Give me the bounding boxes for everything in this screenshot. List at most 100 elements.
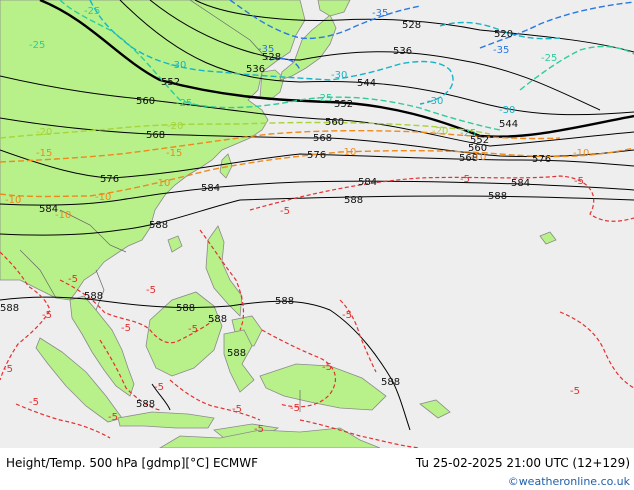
temperature-label: -25 xyxy=(316,93,332,104)
temperature-label: -15 xyxy=(166,148,182,159)
temperature-label: -10 xyxy=(340,147,356,158)
isotherm-m5-north xyxy=(249,175,634,222)
temperature-label: -25 xyxy=(176,98,192,109)
height-label: 560 xyxy=(325,117,344,128)
temperature-label: -5 xyxy=(42,310,52,321)
small-island-marianas xyxy=(539,231,557,245)
isotherm-m35-east xyxy=(479,1,634,49)
temperature-label: -25 xyxy=(84,6,100,17)
isotherm-m5-sumatra xyxy=(99,339,161,411)
temperature-label: -5 xyxy=(322,362,332,373)
isotherm-m5-philippines xyxy=(199,229,245,331)
temperature-label: -25 xyxy=(541,53,557,64)
temperature-label: -5 xyxy=(570,386,580,397)
isotherm-m30-north xyxy=(439,21,561,40)
temperature-label: -5 xyxy=(3,364,13,375)
temperature-label: -15 xyxy=(36,148,52,159)
height-label: 528 xyxy=(262,52,281,63)
height-label: 588 xyxy=(381,377,400,388)
height-label: 588 xyxy=(0,303,19,314)
contour-560 xyxy=(0,75,634,147)
philippines-luzon xyxy=(205,225,243,317)
height-label: 588 xyxy=(136,399,155,410)
isotherm-m5-java xyxy=(169,379,261,421)
height-label: 568 xyxy=(459,153,478,164)
temperature-label: -5 xyxy=(108,412,118,423)
map-canvas: 520 528 528 536 536 544 544 552 552 552 560 560 560 5… xyxy=(0,0,634,448)
isotherm-m10 xyxy=(0,147,634,198)
contour-588-south xyxy=(0,296,411,431)
height-label: 544 xyxy=(357,78,376,89)
isotherm-m35-small xyxy=(269,57,301,71)
hainan xyxy=(167,235,183,253)
temperature-label: -30 xyxy=(331,70,347,81)
height-label: 544 xyxy=(499,119,518,130)
temp-m5-contours xyxy=(0,175,634,448)
sumatra xyxy=(35,337,123,423)
height-label: 588 xyxy=(275,296,294,307)
contour-576 xyxy=(0,149,634,179)
temperature-label: -10 xyxy=(154,178,170,189)
japan-main xyxy=(279,14,337,81)
height-label: 528 xyxy=(402,20,421,31)
borneo xyxy=(145,291,223,377)
temperature-label: -25 xyxy=(460,128,476,139)
height-label: 588 xyxy=(84,291,103,302)
height-label: 588 xyxy=(208,314,227,325)
new-guinea xyxy=(259,363,387,411)
height-label: 584 xyxy=(39,204,58,215)
height-label: 552 xyxy=(161,77,180,88)
taiwan xyxy=(219,153,233,179)
temperature-label: -10 xyxy=(55,210,71,221)
temperature-label: -5 xyxy=(290,403,300,414)
height-label: 536 xyxy=(246,64,265,75)
temperature-label: -20 xyxy=(167,121,183,132)
isotherm-m25-east xyxy=(519,45,634,91)
contour-584 xyxy=(0,180,634,206)
temperature-label: -5 xyxy=(574,176,584,187)
border-myanmar xyxy=(19,249,57,299)
temperature-label: -10 xyxy=(573,148,589,159)
temp-labels-layer: -5-5 -5-5-5-5-5 -5-5-5-5-5-5-5-5-5-5-5-10-… xyxy=(3,6,589,435)
isotherm-m5-central xyxy=(339,299,377,373)
credit-link[interactable]: ©weatheronline.co.uk xyxy=(507,475,630,488)
height-label: 588 xyxy=(149,220,168,231)
temperature-label: -25 xyxy=(29,40,45,51)
height-label: 560 xyxy=(136,96,155,107)
height-label: 552 xyxy=(334,99,353,110)
contour-536 xyxy=(149,0,601,111)
temp-m10-contours xyxy=(0,147,634,198)
temperature-label: -20 xyxy=(36,127,52,138)
map-title: Height/Temp. 500 hPa [gdmp][°C] ECMWF xyxy=(6,456,259,470)
temp-m35-contours xyxy=(229,0,634,71)
temperature-label: -5 xyxy=(188,324,198,335)
temperature-label: -5 xyxy=(254,424,264,435)
isotherm-m5-east xyxy=(559,311,634,389)
solomon-islands xyxy=(419,399,451,419)
temperature-label: -10 xyxy=(95,192,111,203)
temperature-label: -5 xyxy=(154,382,164,393)
temp-m25-contours xyxy=(59,0,634,131)
temperature-label: -5 xyxy=(460,174,470,185)
height-label: 584 xyxy=(201,183,220,194)
temp-m30-contours xyxy=(89,0,561,105)
temperature-label: -30 xyxy=(499,105,515,116)
height-label: 588 xyxy=(176,303,195,314)
australia-north xyxy=(159,427,381,448)
temperature-label: -5 xyxy=(146,285,156,296)
map-svg: 5205285285365365445445525525525605605605… xyxy=(0,0,634,448)
temperature-label: -35 xyxy=(493,45,509,56)
country-borders xyxy=(19,0,301,412)
temperature-label: -30 xyxy=(427,96,443,107)
border-northeast xyxy=(189,0,269,61)
map-footer: Height/Temp. 500 hPa [gdmp][°C] ECMWF Tu… xyxy=(0,448,634,490)
temperature-label: -5 xyxy=(29,397,39,408)
japan-north xyxy=(317,0,351,17)
border-vietnam xyxy=(95,269,105,311)
height-label: 588 xyxy=(344,195,363,206)
isotherm-m15 xyxy=(0,129,561,163)
temperature-label: -5 xyxy=(342,310,352,321)
temperature-label: -5 xyxy=(121,323,131,334)
height-contours xyxy=(0,0,634,431)
